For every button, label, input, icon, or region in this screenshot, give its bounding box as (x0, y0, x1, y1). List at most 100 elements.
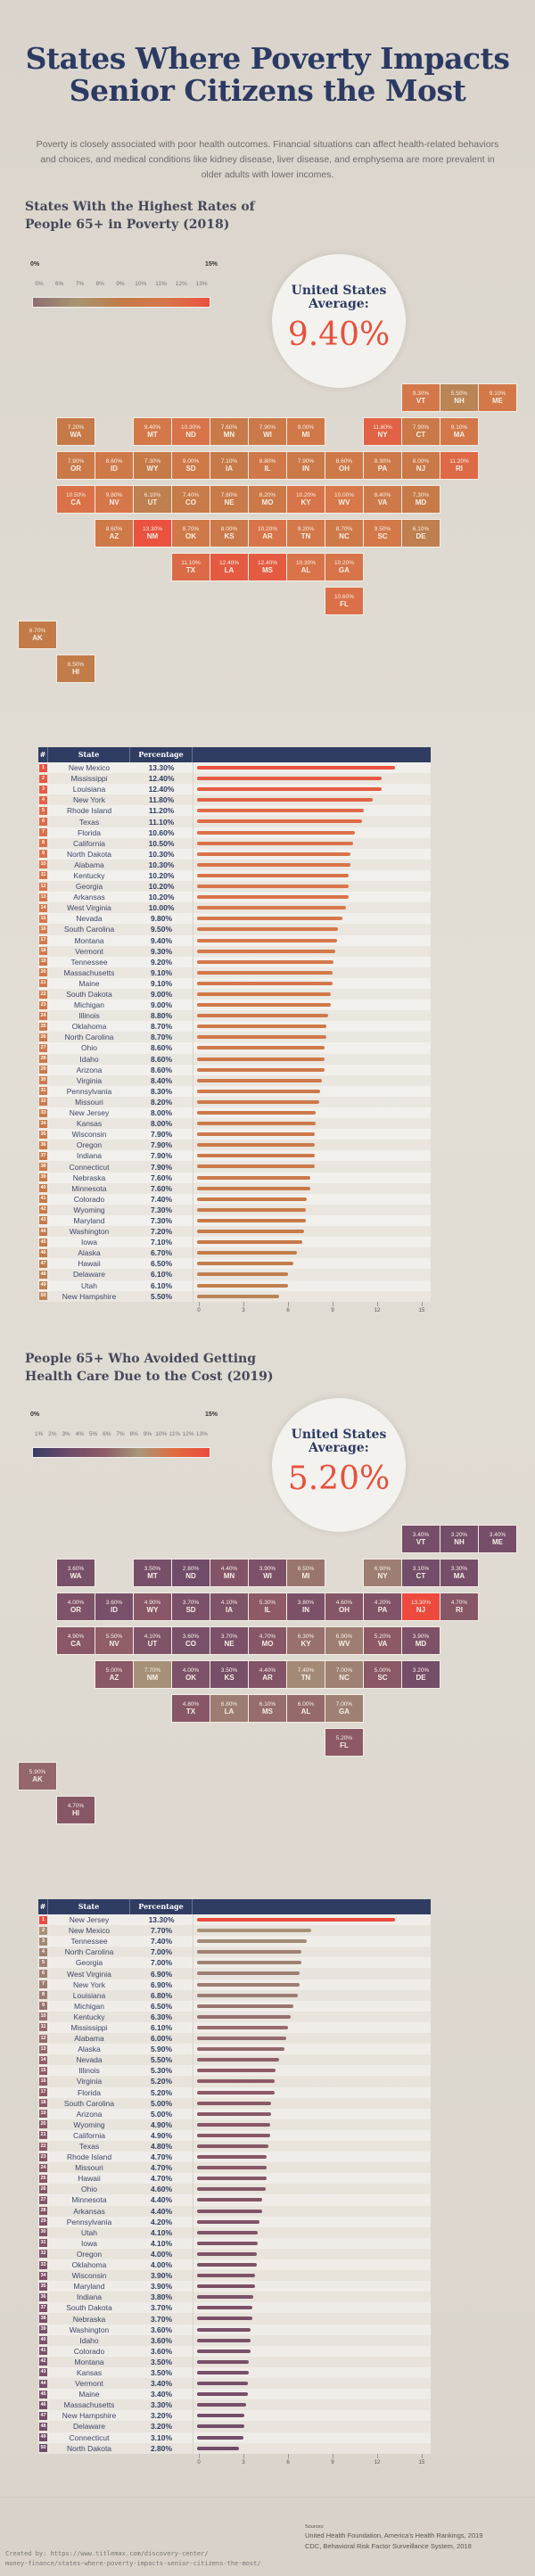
percentage-value: 10.60% (148, 827, 175, 837)
bar-cell (193, 1968, 431, 1979)
bar-cell (193, 1161, 431, 1173)
percentage-value: 7.90% (150, 1162, 173, 1172)
state-ar: 4.40% AR (248, 1660, 287, 1689)
table-row: 31 Pennsylvania 8.30% (38, 1085, 431, 1097)
table-row: 31 Iowa 4.10% (38, 2237, 431, 2249)
state-name: Nebraska (72, 2314, 106, 2324)
state-hi: 6.50% HI (56, 654, 95, 683)
state-value: 3.70% (220, 1634, 238, 1640)
percentage-value: 4.40% (150, 2195, 173, 2205)
axis-tick: 15 (413, 2454, 431, 2465)
bar-cell (193, 902, 431, 914)
bar (197, 830, 355, 835)
table-row: 39 Washington 3.60% (38, 2324, 431, 2335)
percentage-value: 7.40% (150, 1937, 173, 1946)
state-name: Maryland (73, 1215, 105, 1225)
bar-cell (193, 956, 431, 967)
percentage-value: 10.20% (148, 870, 175, 880)
bar (197, 1272, 288, 1277)
percentage-value: 6.10% (150, 2022, 173, 2032)
state-abbr: ND (185, 431, 196, 439)
table-row: 4 New York 11.80% (38, 794, 431, 806)
state-ut: 4.10% UT (133, 1626, 172, 1655)
table-row: 38 Connecticut 7.90% (38, 1161, 431, 1173)
table-row: 1 New Jersey 13.30% (38, 1914, 431, 1926)
rank-badge: 27 (39, 2195, 47, 2204)
table-row: 35 Maryland 3.90% (38, 2281, 431, 2292)
state-abbr: VA (377, 1640, 388, 1648)
state-name: Louisiana (72, 1990, 106, 2000)
rank-badge: 39 (39, 1173, 47, 1182)
rank-badge: 41 (39, 1195, 47, 1204)
state-name: Indiana (77, 2292, 102, 2302)
legend-tick: 12% (182, 1431, 194, 1437)
rank-badge: 44 (39, 1227, 47, 1236)
bar (197, 2295, 254, 2300)
state-value: 8.70% (182, 526, 200, 532)
percentage-value: 7.00% (150, 1947, 173, 1957)
rank-badge: 20 (39, 968, 47, 977)
bar-cell (193, 1925, 431, 1937)
table-row: 44 Vermont 3.40% (38, 2378, 431, 2390)
bar (197, 1207, 306, 1212)
table-row: 45 Maine 3.40% (38, 2389, 431, 2400)
table-row: 7 Florida 10.60% (38, 827, 431, 838)
created-by: Created by: https://www.titlemax.com/dis… (5, 2550, 261, 2567)
bar-cell (193, 2410, 431, 2422)
state-name: Maryland (73, 2282, 105, 2292)
table-row: 36 Indiana 3.80% (38, 2292, 431, 2303)
bar (197, 1165, 315, 1169)
rank-badge: 7 (39, 828, 47, 837)
bar (197, 1067, 325, 1072)
percentage-value: 3.50% (150, 2357, 173, 2366)
table-row: 5 Georgia 7.00% (38, 1957, 431, 1969)
rank-badge: 19 (39, 958, 47, 967)
bar-cell (193, 1226, 431, 1238)
state-name: Wyoming (73, 1205, 105, 1214)
table-row: 38 Nebraska 3.70% (38, 2313, 431, 2325)
state-wy: 7.30% WY (133, 451, 172, 480)
percentage-value: 8.40% (150, 1075, 173, 1085)
state-wa: 3.60% WA (56, 1559, 95, 1587)
state-ca: 10.50% CA (56, 485, 95, 514)
table-row: 6 Texas 11.10% (38, 816, 431, 827)
state-az: 5.00% AZ (95, 1660, 134, 1689)
percentage-value: 5.90% (150, 2045, 173, 2054)
state-value: 9.50% (374, 526, 391, 532)
bar-cell (193, 837, 431, 849)
rank-badge: 17 (39, 2088, 47, 2097)
percentage-value: 8.80% (150, 1011, 173, 1021)
table-body: 1 New Mexico 13.30% 2 Mississippi 12.40% 3 Loui… (38, 762, 431, 1302)
percentage-value: 5.20% (150, 2087, 173, 2097)
legend-tick: 10% (135, 281, 147, 287)
bar (197, 2370, 250, 2374)
state-wi: 3.90% WI (248, 1559, 287, 1587)
bar (197, 2251, 257, 2256)
state-de: 3.20% DE (401, 1660, 440, 1689)
state-name: Missouri (75, 1097, 103, 1107)
state-oh: 4.60% OH (325, 1593, 364, 1621)
legend-max: 15% (205, 1411, 218, 1418)
rank-badge: 7 (39, 1980, 47, 1989)
state-value: 3.50% (220, 1667, 238, 1674)
col-percentage: Percentage (130, 747, 193, 762)
bar-cell (193, 2313, 431, 2325)
rank-badge: 26 (39, 2185, 47, 2193)
bar (197, 1099, 319, 1104)
state-id: 8.60% ID (95, 451, 134, 480)
state-abbr: MI (301, 1572, 310, 1580)
state-ak: 5.90% AK (18, 1762, 57, 1790)
rank-badge: 42 (39, 2358, 47, 2366)
state-il: 8.80% IL (248, 451, 287, 480)
state-value: 4.70% (259, 1634, 276, 1640)
bar-cell (193, 2216, 431, 2227)
state-value: 8.60% (105, 458, 123, 465)
rank-badge: 45 (39, 2390, 47, 2399)
table-row: 28 Idaho 8.60% (38, 1053, 431, 1065)
bar (197, 2144, 268, 2148)
state-value: 8.00% (412, 458, 430, 465)
state-value: 5.20% (374, 1634, 391, 1640)
bar-cell (193, 2194, 431, 2206)
state-wv: 10.00% WV (325, 485, 364, 514)
bar (197, 2435, 243, 2440)
